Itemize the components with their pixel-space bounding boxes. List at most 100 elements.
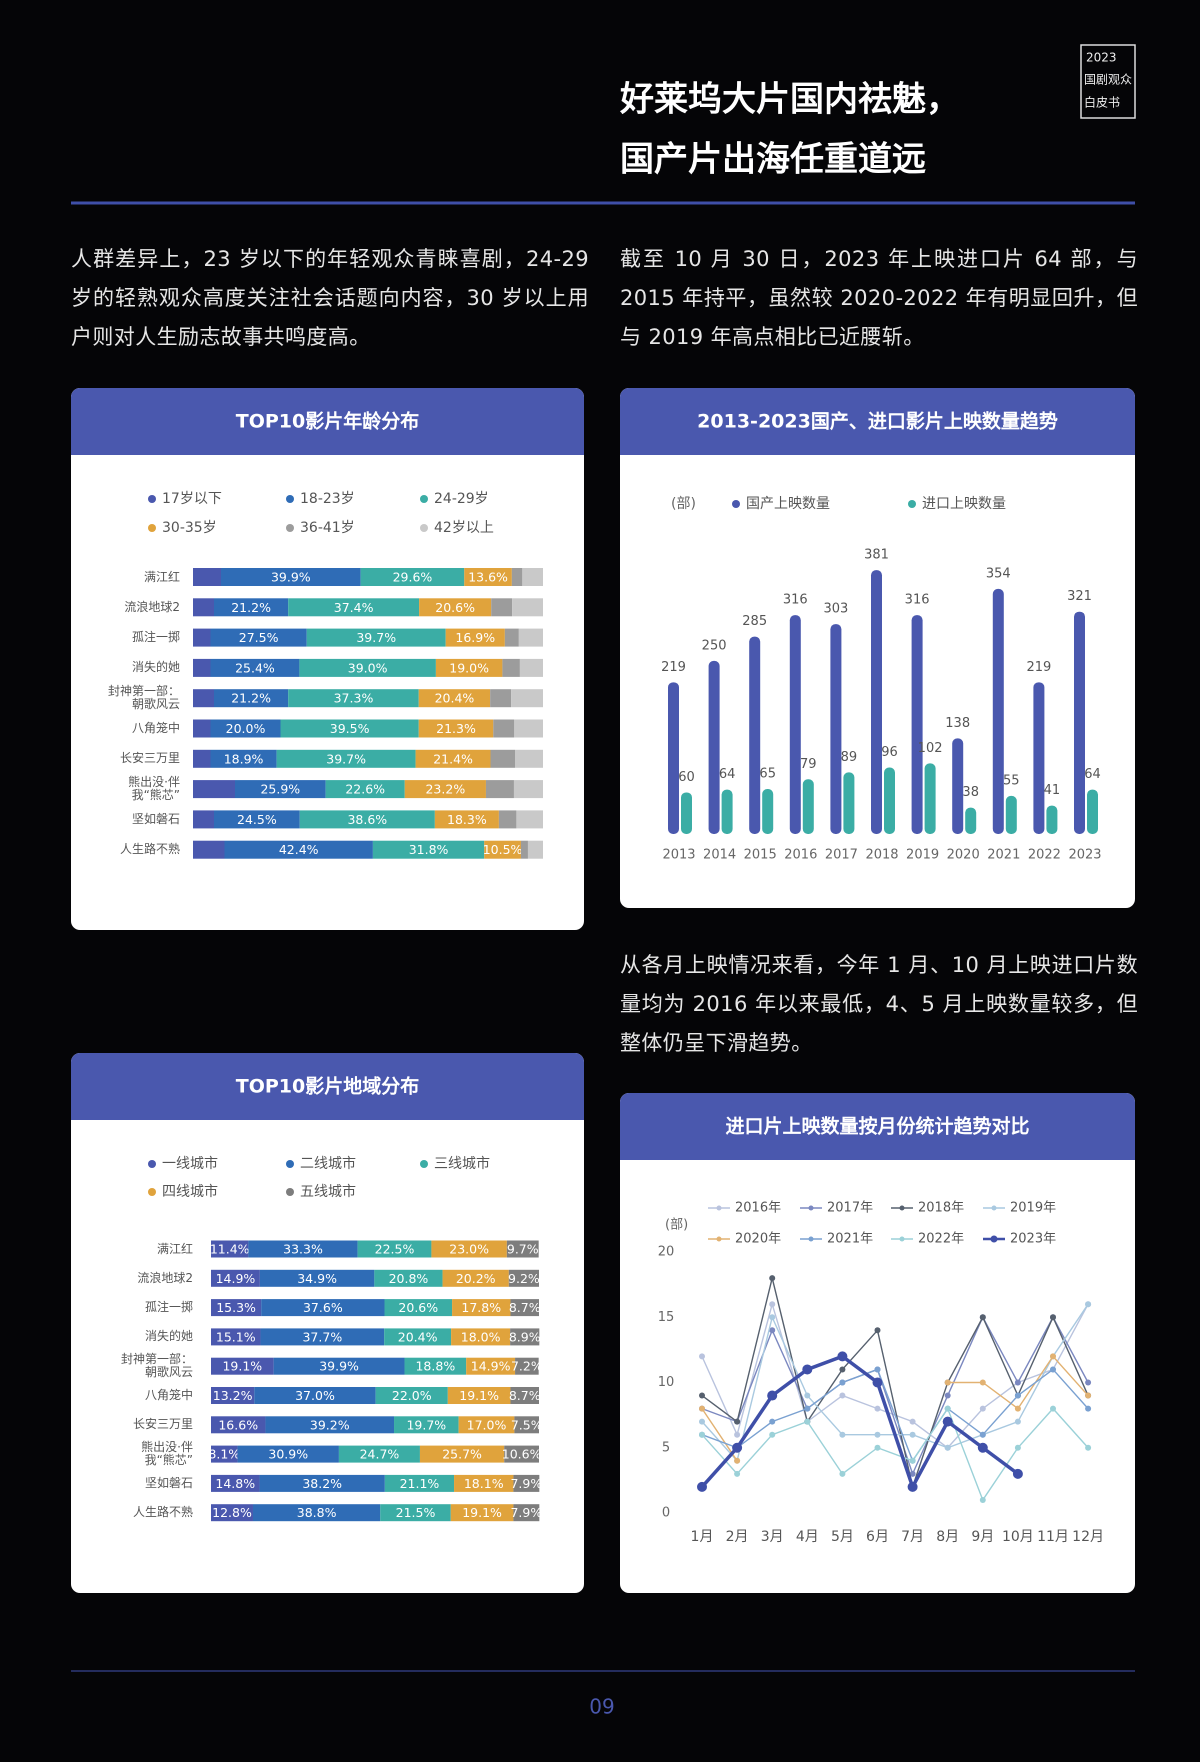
- data-label: 16.9%: [455, 630, 495, 645]
- data-label: 354: [986, 566, 1011, 581]
- x-tick-label: 2013: [662, 848, 695, 863]
- data-label: 37.3%: [334, 691, 374, 706]
- point: [979, 1405, 986, 1412]
- point: [944, 1392, 951, 1399]
- data-label: 316: [783, 593, 808, 608]
- data-label: 38: [962, 785, 979, 800]
- bar-segment: [515, 1357, 539, 1375]
- category-label-box: 熊出没·伴我“熊芯”: [141, 1440, 193, 1468]
- bar-segment: [451, 1328, 511, 1346]
- x-tick-label: 3月: [761, 1529, 784, 1545]
- point: [804, 1392, 811, 1399]
- category-label: 坚如磐石: [144, 1475, 193, 1490]
- bar-segment: [513, 780, 543, 799]
- category-label: 消失的她: [144, 1329, 193, 1344]
- point: [769, 1275, 776, 1282]
- data-label: 33.3%: [283, 1242, 323, 1257]
- category-label-box: 流浪地球2: [137, 1271, 193, 1284]
- bar: [911, 615, 923, 834]
- legend-label: 进口上映数量: [922, 496, 1006, 512]
- data-label: 41: [1044, 783, 1061, 798]
- point: [1085, 1405, 1092, 1412]
- legend-dot: [148, 524, 156, 532]
- bar-segment: [493, 719, 515, 738]
- data-label: 14.8%: [215, 1476, 255, 1491]
- category-label: 熊出没·伴我“熊芯”: [141, 1440, 193, 1468]
- x-tick-label: 2018: [865, 848, 898, 863]
- point: [1050, 1366, 1056, 1373]
- bar-segment: [490, 689, 512, 708]
- bar-segment: [193, 780, 235, 799]
- bar-segment: [237, 1445, 339, 1463]
- category-label-box: 封神第一部：朝歌风云: [108, 685, 180, 711]
- category-label-box: 长安三万里: [132, 1417, 193, 1432]
- data-label: 20.4%: [398, 1329, 438, 1344]
- bar-segment: [210, 658, 300, 677]
- bar-segment: [515, 749, 543, 768]
- point: [1050, 1405, 1056, 1412]
- data-label: 37.0%: [295, 1388, 335, 1403]
- point: [874, 1431, 881, 1438]
- x-tick-label: 6月: [866, 1529, 889, 1545]
- paragraph: 从各月上映情况来看，今年 1 月、10 月上映进口片数量均为 2016 年以来最…: [620, 953, 1138, 1055]
- logo-line: 白皮书: [1084, 95, 1120, 110]
- bar-segment: [210, 719, 281, 738]
- bar-segment: [306, 628, 446, 647]
- data-label: 381: [864, 548, 889, 563]
- point: [802, 1364, 813, 1375]
- bar-segment: [193, 689, 214, 708]
- data-label: 64: [719, 767, 736, 782]
- data-label: 38.2%: [302, 1476, 342, 1491]
- data-label: 15.3%: [216, 1300, 256, 1315]
- bar-segment: [224, 840, 373, 859]
- data-label: 20.8%: [389, 1271, 429, 1286]
- bar-segment: [522, 568, 543, 586]
- y-tick-label: 5: [662, 1440, 670, 1455]
- data-label: 55: [1003, 773, 1020, 788]
- bar: [871, 570, 882, 834]
- category-label-box: 封神第一部：朝歌风云: [121, 1353, 193, 1379]
- x-tick-label: 1月: [691, 1529, 714, 1545]
- data-label: 39.7%: [356, 630, 396, 645]
- bar-segment: [419, 598, 492, 617]
- x-tick-label: 2016: [784, 848, 817, 863]
- bar-segment: [513, 1504, 540, 1522]
- bar: [952, 738, 964, 834]
- point: [1014, 1405, 1021, 1412]
- panel-header: [620, 1123, 1135, 1160]
- data-label: 219: [1026, 660, 1051, 675]
- bar-segment: [404, 780, 486, 799]
- title-line: 好莱坞大片国内祛魅，: [619, 80, 960, 120]
- data-label: 27.5%: [239, 630, 279, 645]
- bar-segment: [498, 810, 517, 829]
- legend-marker: [990, 1235, 998, 1243]
- category-label: 消失的她: [131, 660, 180, 675]
- data-label: 14.9%: [216, 1271, 256, 1286]
- data-label: 19.1%: [459, 1388, 499, 1403]
- panel-header: [71, 418, 584, 455]
- data-label: 138: [945, 716, 970, 731]
- point: [699, 1405, 705, 1412]
- bar-segment: [435, 658, 503, 677]
- point: [734, 1470, 741, 1477]
- bar-segment: [193, 628, 211, 647]
- category-label: 满江红: [143, 569, 180, 584]
- x-tick-label: 4月: [796, 1529, 819, 1545]
- bar: [668, 682, 679, 834]
- point: [769, 1314, 776, 1321]
- bar: [762, 788, 774, 834]
- category-label-box: 满江红: [143, 569, 180, 584]
- bar-segment: [193, 810, 214, 829]
- category-label-box: 坚如磐石: [132, 812, 180, 825]
- data-label: 34.9%: [297, 1271, 337, 1286]
- bar-segment: [434, 810, 499, 829]
- data-label: 18.8%: [415, 1359, 455, 1374]
- point: [1012, 1468, 1023, 1479]
- legend-dot: [420, 1160, 428, 1168]
- category-label: 长安三万里: [132, 1417, 193, 1432]
- point: [872, 1377, 883, 1388]
- point: [769, 1431, 776, 1438]
- category-label-box: 消失的她: [131, 660, 180, 675]
- point: [804, 1405, 811, 1412]
- legend-marker: [899, 1205, 905, 1211]
